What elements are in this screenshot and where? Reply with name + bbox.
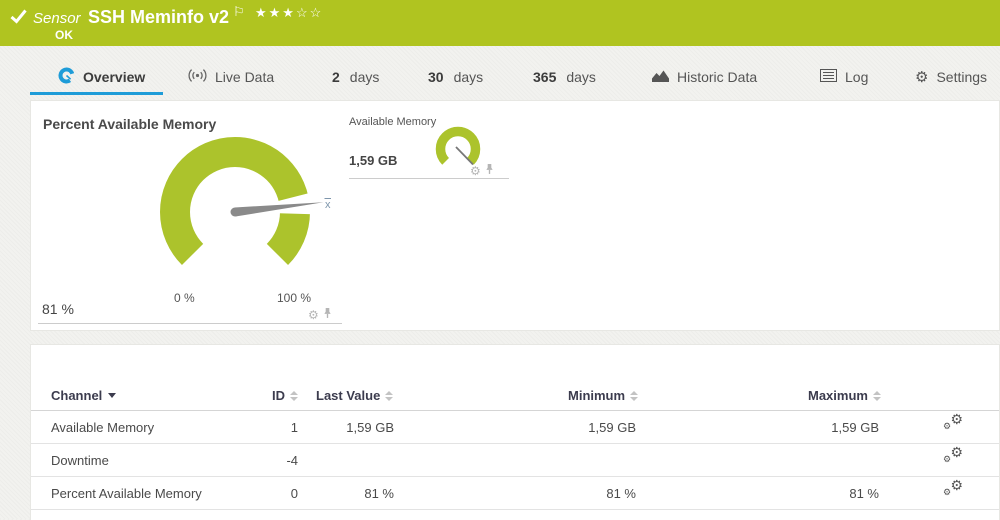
tab-settings-label: Settings: [936, 69, 988, 85]
status-check-icon: [10, 9, 27, 29]
channel-last-value: 1,59 GB: [346, 420, 394, 435]
column-header-last-value-label: Last Value: [316, 388, 381, 403]
primary-gauge-min-label: 0 %: [174, 291, 195, 305]
channel-table-panel: Channel ID Last Value Minimum Maximum Av…: [30, 344, 1000, 520]
column-header-id-label: ID: [272, 388, 285, 403]
table-row: Available Memory 1 1,59 GB 1,59 GB 1,59 …: [31, 411, 999, 444]
gauge-settings-gear-icon[interactable]: ⚙: [470, 164, 481, 178]
channel-last-value: 81 %: [364, 486, 394, 501]
tab-30-days-label: days: [453, 69, 484, 85]
channel-name: Percent Available Memory: [51, 486, 202, 501]
primary-gauge-value: 81 %: [42, 301, 74, 317]
column-header-minimum-label: Minimum: [568, 388, 626, 403]
gear-icon: ⚙: [943, 420, 952, 431]
channel-settings-icon[interactable]: ⚙ ⚙: [943, 445, 963, 470]
channel-settings-icon[interactable]: ⚙ ⚙: [943, 478, 963, 503]
column-header-minimum[interactable]: Minimum: [568, 381, 639, 411]
primary-gauge-underline: [38, 323, 342, 324]
column-header-maximum-label: Maximum: [808, 388, 868, 403]
tab-log-label: Log: [845, 69, 869, 85]
channel-settings-cell: ⚙ ⚙: [943, 477, 967, 510]
column-header-last-value[interactable]: Last Value: [316, 381, 394, 411]
star-empty-icons[interactable]: ☆☆: [295, 5, 324, 20]
flag-icon[interactable]: ⚐: [233, 4, 245, 19]
table-header-row: Channel ID Last Value Minimum Maximum: [31, 381, 999, 411]
gear-icon: ⚙: [950, 476, 963, 493]
tab-2-days-label: days: [349, 69, 380, 85]
primary-gauge-max-label: 100 %: [277, 291, 312, 305]
tab-2-days[interactable]: 2 days: [332, 64, 379, 90]
channel-name: Downtime: [51, 453, 109, 468]
average-marker: x: [325, 199, 331, 211]
gauge-icon: [58, 67, 75, 87]
sort-icon: [630, 390, 639, 401]
tab-live-data-label: Live Data: [215, 69, 275, 85]
channel-minimum: 1,59 GB: [588, 420, 636, 435]
tab-30-days-number: 30: [428, 69, 444, 85]
table-row: Percent Available Memory 0 81 % 81 % 81 …: [31, 477, 999, 510]
tab-365-days[interactable]: 365 days: [533, 64, 596, 90]
gear-icon: ⚙: [943, 453, 952, 464]
primary-gauge-widget-icons: ⚙: [308, 306, 332, 324]
gauge-needle: [455, 146, 474, 166]
secondary-gauge-widget-icons: ⚙: [470, 162, 494, 180]
column-header-channel[interactable]: Channel: [51, 381, 117, 411]
sort-icon: [872, 390, 881, 401]
primary-gauge-title: Percent Available Memory: [43, 116, 217, 132]
tab-overview-label: Overview: [83, 69, 146, 85]
channel-id: -4: [286, 453, 298, 468]
sort-icon: [385, 390, 394, 401]
secondary-gauge: [435, 126, 481, 166]
sort-desc-icon: [108, 393, 117, 399]
sensor-header-bar: Sensor SSH Meminfo v2 ⚐ ★★★☆☆ OK: [0, 0, 1000, 46]
tab-2-days-number: 2: [332, 69, 340, 85]
primary-gauge: x: [160, 137, 331, 266]
star-filled-icons[interactable]: ★★★: [255, 5, 296, 20]
gauge-settings-gear-icon[interactable]: ⚙: [308, 308, 319, 322]
gauges-panel: Percent Available Memory x 0 % 100 % 81 …: [30, 100, 1000, 331]
column-header-maximum[interactable]: Maximum: [808, 381, 881, 411]
tab-live-data[interactable]: Live Data: [188, 64, 274, 90]
sensor-type-label: Sensor: [33, 10, 81, 27]
sensor-name: SSH Meminfo v2: [88, 7, 230, 27]
gear-icon: ⚙: [943, 486, 952, 497]
tab-overview[interactable]: Overview: [58, 64, 145, 90]
sensor-status-badge: OK: [55, 28, 73, 42]
pin-icon[interactable]: [323, 306, 332, 324]
gauge-needle: [234, 202, 324, 217]
tab-settings[interactable]: ⚙ Settings: [915, 64, 987, 90]
log-icon: [820, 69, 837, 85]
secondary-gauge-underline: [349, 178, 509, 179]
pin-icon[interactable]: [485, 162, 494, 180]
tab-30-days[interactable]: 30 days: [428, 64, 483, 90]
active-tab-underline: [30, 92, 163, 95]
tab-historic-data[interactable]: Historic Data: [652, 64, 757, 90]
channel-minimum: 81 %: [606, 486, 636, 501]
broadcast-icon: [188, 68, 207, 86]
channel-settings-cell: ⚙ ⚙: [943, 444, 967, 477]
secondary-gauge-value: 1,59 GB: [349, 153, 398, 168]
table-row: Downtime -4 ⚙ ⚙: [31, 444, 999, 477]
channel-maximum: 81 %: [849, 486, 879, 501]
channel-settings-icon[interactable]: ⚙ ⚙: [943, 412, 963, 437]
gear-icon: ⚙: [915, 68, 929, 86]
gear-icon: ⚙: [950, 410, 963, 427]
tab-log[interactable]: Log: [820, 64, 868, 90]
column-header-id[interactable]: ID: [201, 381, 298, 411]
chart-icon: [652, 69, 669, 86]
priority-stars[interactable]: ★★★☆☆: [255, 5, 323, 21]
channel-name: Available Memory: [51, 420, 155, 435]
tab-365-days-label: days: [566, 69, 596, 85]
column-header-channel-label: Channel: [51, 388, 103, 403]
channel-id: 0: [290, 486, 298, 501]
secondary-gauge-title: Available Memory: [349, 116, 437, 128]
channel-settings-cell: ⚙ ⚙: [943, 411, 967, 444]
channel-maximum: 1,59 GB: [831, 420, 879, 435]
sort-icon: [290, 390, 298, 401]
tab-365-days-number: 365: [533, 69, 557, 85]
channel-id: 1: [290, 420, 298, 435]
gear-icon: ⚙: [950, 443, 963, 460]
tab-historic-data-label: Historic Data: [677, 69, 758, 85]
